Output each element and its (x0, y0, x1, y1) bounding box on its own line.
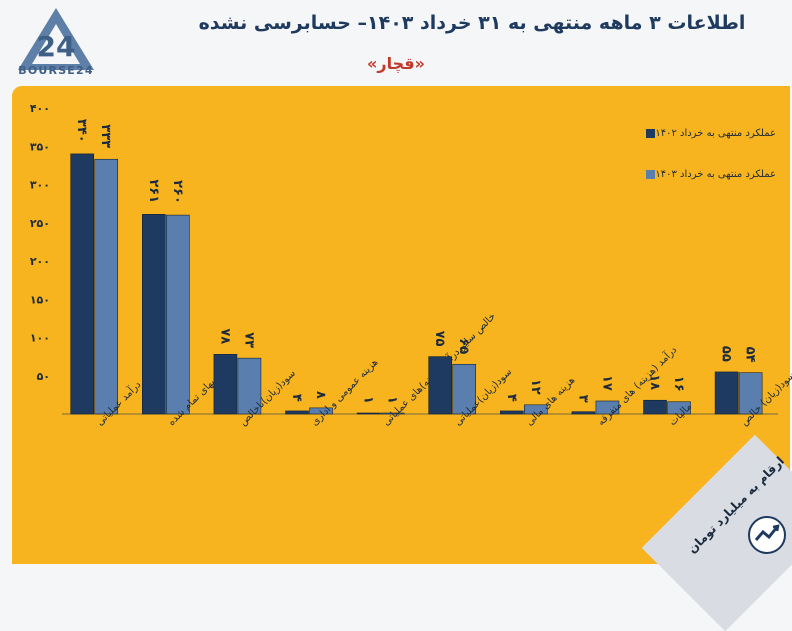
legend-label-1403: عملکرد منتهی به خرداد ۱۴۰۳ (655, 169, 776, 180)
bar-value-label: ۵۵ (719, 346, 734, 362)
chart-legend: عملکرد منتهی به خرداد ۱۴۰۲ عملکرد منتهی … (596, 128, 776, 210)
chart-trend-icon (748, 516, 786, 554)
bar-value-label: ۲۶۱ (146, 179, 161, 203)
legend-swatch-1403 (646, 170, 656, 179)
bar-1403 (380, 412, 405, 415)
bar-value-label: ۱ (385, 396, 400, 404)
bar-value-label: ۱۷ (599, 375, 614, 391)
bar-value-label: ۱۲ (528, 379, 543, 395)
bar-1402 (428, 356, 453, 415)
bar-value-label: ۱ (361, 396, 376, 404)
bar-value-label: ۱۸ (647, 374, 662, 390)
bar-value-label: ۸ (313, 391, 328, 399)
bar-1402 (714, 371, 739, 415)
company-name: «قچار» (367, 54, 425, 73)
bar-1402 (571, 411, 596, 415)
bar-1402 (142, 214, 166, 415)
bar-value-label: ۵۴ (743, 347, 758, 363)
bar-1403 (166, 214, 190, 415)
y-tick-label: ۱۵۰ (30, 293, 50, 306)
legend-label-1402: عملکرد منتهی به خرداد ۱۴۰۲ (655, 128, 776, 139)
bar-value-label: ۴ (504, 394, 519, 402)
header: 24 BOURSE24 اطلاعات ۳ ماهه منتهی به ۳۱ خ… (0, 0, 792, 84)
page-title: اطلاعات ۳ ماهه منتهی به ۳۱ خرداد ۱۴۰۳– ح… (198, 12, 746, 34)
bar-1402 (500, 410, 524, 415)
bar-value-label: ۳۳۳ (98, 124, 113, 148)
bar-1402 (285, 410, 309, 415)
bar-value-label: ۷۳ (241, 332, 256, 348)
y-tick-label: ۴۰۰ (30, 102, 50, 115)
bar-1403 (452, 363, 477, 415)
y-tick-label: ۳۰۰ (30, 179, 50, 192)
bar-1402 (70, 153, 95, 415)
logo-text: BOURSE24 (18, 64, 94, 77)
bar-1402 (356, 412, 381, 415)
legend-item-1403: عملکرد منتهی به خرداد ۱۴۰۳ (596, 169, 776, 180)
y-tick-label: ۲۵۰ (30, 217, 50, 230)
bar-value-label: ۶۵ (456, 338, 471, 354)
bar-1403 (237, 357, 262, 415)
legend-swatch-1402 (646, 129, 656, 138)
logo-number: 24 (37, 30, 76, 63)
bar-value-label: ۳۴۰ (74, 119, 89, 143)
bar-value-label: ۳ (575, 395, 590, 403)
y-tick-label: ۱۰۰ (30, 332, 50, 345)
bar-value-label: ۷۸ (217, 328, 232, 344)
bar-value-label: ۲۶۰ (170, 180, 185, 204)
chart-panel (12, 86, 790, 564)
bar-1403 (595, 400, 620, 415)
bar-1403 (667, 401, 691, 415)
bar-1403 (524, 404, 548, 415)
legend-item-1402: عملکرد منتهی به خرداد ۱۴۰۲ (596, 128, 776, 139)
y-tick-label: ۲۰۰ (30, 255, 50, 268)
y-tick-label: ۳۵۰ (30, 140, 50, 153)
bar-value-label: ۷۵ (432, 331, 447, 347)
bar-value-label: ۴ (289, 394, 304, 402)
bar-1403 (738, 372, 763, 415)
y-tick-label: ۵۰ (37, 370, 50, 383)
bar-1403 (309, 407, 333, 415)
bar-value-label: ۱۶ (671, 376, 686, 392)
bourse24-logo: 24 (18, 8, 94, 70)
bar-1403 (94, 158, 119, 415)
bar-1402 (643, 399, 667, 415)
bar-1402 (213, 354, 238, 415)
